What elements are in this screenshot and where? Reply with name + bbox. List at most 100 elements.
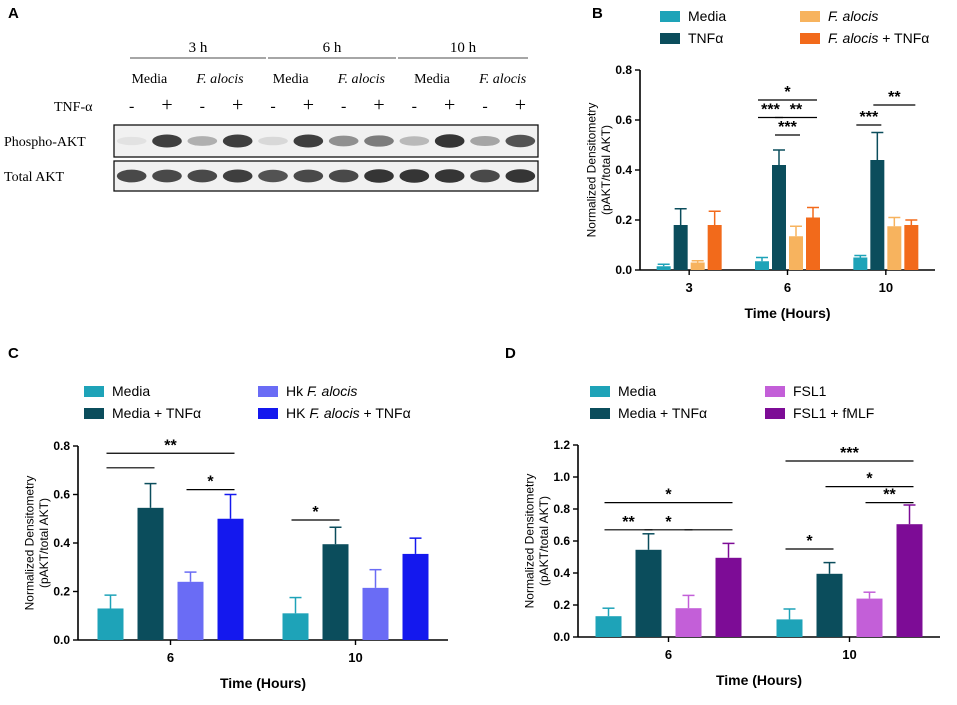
y-tick-label: 0.0 — [53, 633, 70, 647]
blot-band — [258, 169, 288, 183]
chart-panel-c: C Media Media + TNFα Hk F. alocis HK F. aloc… — [8, 345, 448, 691]
blot-band — [152, 169, 182, 183]
tnf-sign: + — [161, 94, 172, 116]
significance-label: *** — [778, 119, 797, 136]
legend-swatch — [590, 386, 610, 397]
legend-label: FSL1 — [793, 383, 827, 399]
blot-band — [470, 135, 500, 147]
blot-band — [116, 169, 147, 183]
bar — [97, 608, 124, 640]
significance-label: * — [665, 487, 672, 504]
legend-swatch — [258, 408, 278, 419]
bar — [904, 225, 919, 270]
lane-group-label: Media — [414, 72, 451, 87]
chart-panel-b: B Media TNFα F. alocis F. alocis + TNFα 0.0 0.… — [585, 5, 935, 321]
bar — [772, 165, 786, 270]
timepoint-label: 6 h — [323, 40, 342, 56]
blot-row-label: Total AKT — [4, 170, 65, 185]
bar — [322, 544, 349, 640]
y-tick-label: 0.8 — [615, 63, 632, 77]
chart-panel-d: D Media Media + TNFα FSL1 FSL1 + fMLF 0.0 0.2 0… — [505, 345, 940, 688]
legend-label: Media — [618, 383, 656, 399]
legend-swatch — [800, 11, 820, 22]
blot-membrane — [113, 124, 539, 158]
blot-row-label: Phospho-AKT — [4, 135, 86, 150]
blot-band — [152, 134, 182, 148]
legend-label: Hk F. alocis — [286, 383, 357, 399]
bar — [690, 262, 705, 270]
bar — [217, 518, 244, 640]
bar — [853, 257, 868, 270]
significance-label: *** — [761, 102, 780, 119]
bar — [635, 549, 662, 637]
x-tick-label: 10 — [842, 647, 856, 662]
panel-label: B — [592, 5, 603, 22]
y-tick-label: 0.0 — [553, 630, 570, 644]
x-tick-label: 10 — [348, 650, 362, 665]
lane-group-label: F. alocis — [478, 72, 527, 87]
blot-band — [434, 134, 465, 148]
x-tick-label: 6 — [665, 647, 672, 662]
bar — [137, 507, 164, 640]
panel-label-a: A — [8, 5, 19, 22]
blot-band — [293, 134, 324, 148]
bar — [789, 236, 803, 270]
legend-swatch — [660, 33, 680, 44]
tnf-sign: - — [341, 98, 346, 115]
legend-swatch — [765, 408, 785, 419]
blot-band — [399, 136, 430, 146]
y-tick-label: 0.2 — [53, 585, 70, 599]
bar — [675, 608, 702, 637]
legend-label: Media — [688, 8, 726, 24]
x-tick-label: 6 — [784, 280, 791, 295]
legend-label: Media — [112, 383, 150, 399]
bar — [177, 581, 204, 640]
blot-band — [222, 134, 253, 148]
y-tick-label: 0.4 — [553, 566, 570, 580]
tnf-sign: - — [200, 98, 205, 115]
bar — [887, 226, 902, 270]
blot-band — [434, 169, 465, 183]
y-tick-label: 0.6 — [53, 488, 70, 502]
legend-swatch — [84, 386, 104, 397]
blot-band — [470, 169, 500, 183]
significance-label: * — [312, 504, 319, 521]
blot-band — [328, 135, 359, 147]
significance-label: * — [665, 514, 672, 531]
tnf-row-label: TNF-α — [54, 100, 93, 115]
bar — [656, 266, 671, 270]
blot-band — [187, 169, 218, 183]
tnf-sign: - — [129, 98, 134, 115]
blot-band — [328, 169, 359, 183]
legend-label: Media + TNFα — [112, 405, 201, 421]
y-tick-label: 0.2 — [615, 213, 632, 227]
significance-label: ** — [790, 102, 803, 119]
y-tick-label: 0.4 — [53, 536, 70, 550]
blot-band — [116, 136, 147, 146]
bar — [806, 217, 820, 270]
bar — [870, 160, 885, 270]
significance-label: * — [866, 471, 873, 488]
tnf-sign: + — [373, 94, 384, 116]
blot-band — [364, 169, 394, 183]
blot-band — [505, 134, 536, 148]
blot-band — [505, 169, 536, 183]
legend-label: Media + TNFα — [618, 405, 707, 421]
bar — [755, 261, 769, 270]
significance-label: ** — [883, 487, 896, 504]
y-axis-label: Normalized Densitometry(pAKT/total AKT) — [585, 103, 613, 238]
tnf-sign: - — [270, 98, 275, 115]
y-tick-label: 0.8 — [553, 502, 570, 516]
bar — [816, 573, 843, 637]
y-axis-label: Normalized Densitometry(pAKT/total AKT) — [23, 476, 51, 611]
x-tick-label: 10 — [879, 280, 893, 295]
y-tick-label: 0.8 — [53, 439, 70, 453]
legend-swatch — [765, 386, 785, 397]
x-tick-label: 3 — [686, 280, 693, 295]
legend-label: F. alocis + TNFα — [828, 30, 929, 46]
lane-group-label: F. alocis — [337, 72, 386, 87]
bar — [776, 619, 803, 637]
significance-label: * — [207, 474, 214, 491]
panel-label: C — [8, 345, 19, 362]
